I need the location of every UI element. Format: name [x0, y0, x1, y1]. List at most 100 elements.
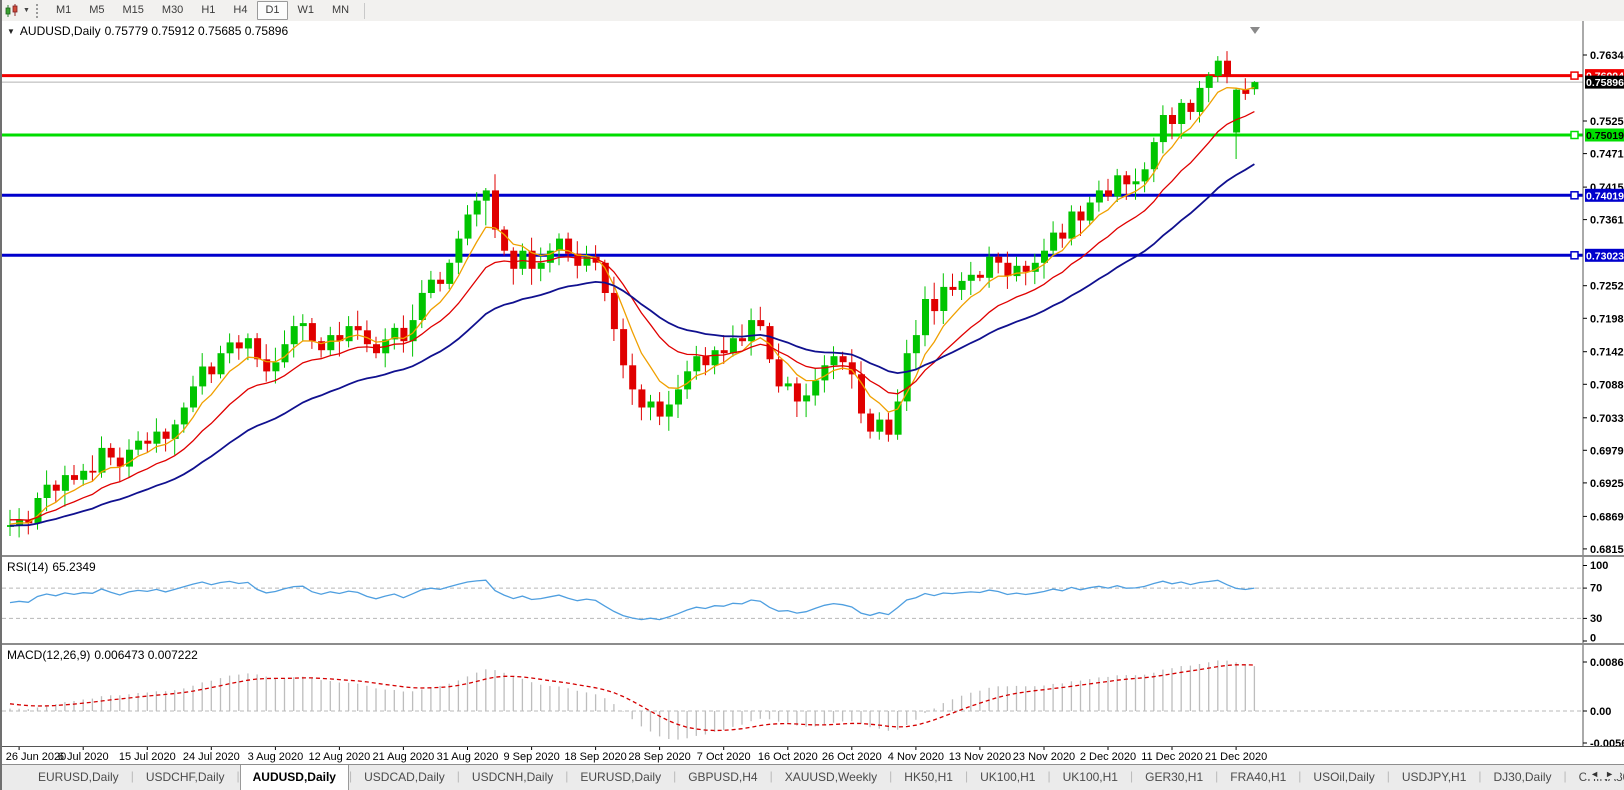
- chart-tab-xauusd-weekly[interactable]: XAUUSD,Weekly: [784, 770, 878, 784]
- svg-text:0.75896: 0.75896: [1586, 77, 1624, 89]
- svg-text:0.74019: 0.74019: [1586, 190, 1624, 202]
- timeframe-button-m30[interactable]: M30: [161, 4, 184, 16]
- chart-tab-usdcnh-daily[interactable]: USDCNH,Daily: [471, 770, 554, 784]
- chart-tab-eurusd-daily[interactable]: EURUSD,Daily: [38, 770, 119, 784]
- chart-tab-audusd-daily[interactable]: AUDUSD,Daily: [239, 765, 349, 790]
- svg-text:0.68155: 0.68155: [1590, 544, 1624, 555]
- macd-panel[interactable]: MACD(12,26,9)0.006473 0.007222 0.0086330…: [2, 645, 1624, 747]
- svg-text:0.73615: 0.73615: [1590, 215, 1624, 227]
- macd-values: 0.006473 0.007222: [94, 648, 198, 662]
- chart-tab-hk50-h1[interactable]: HK50,H1: [904, 770, 953, 784]
- timeframe-button-m5[interactable]: M5: [89, 4, 105, 16]
- tab-separator: |: [673, 769, 677, 783]
- chart-tab-usoil-daily[interactable]: USOil,Daily: [1313, 770, 1375, 784]
- tab-separator: |: [1047, 769, 1051, 783]
- rsi-panel[interactable]: RSI(14) 65.2349 100 70 30 0: [2, 557, 1624, 645]
- rsi-label: RSI(14): [7, 560, 49, 574]
- autoscroll-marker-icon: [1250, 27, 1260, 34]
- svg-text:13 Nov 2020: 13 Nov 2020: [949, 751, 1011, 763]
- chart-tab-usdchf-daily[interactable]: USDCHF,Daily: [145, 770, 225, 784]
- chart-tab-dj30-daily[interactable]: DJ30,Daily: [1493, 770, 1552, 784]
- price-chart-svg[interactable]: 0.763450.752500.747100.741550.736150.725…: [2, 21, 1624, 555]
- rsi-chart-svg[interactable]: 100 70 30 0: [2, 557, 1624, 643]
- macd-chart-svg[interactable]: 0.008633 0.00 -0.005641: [2, 645, 1624, 746]
- svg-text:12 Aug 2020: 12 Aug 2020: [309, 751, 371, 763]
- chart-tab-usdjpy-h1[interactable]: USDJPY,H1: [1401, 770, 1467, 784]
- svg-text:21 Dec 2020: 21 Dec 2020: [1205, 751, 1267, 763]
- svg-text:0.68695: 0.68695: [1590, 511, 1624, 523]
- tab-separator: |: [565, 769, 569, 783]
- chart-tab-uk100-h1[interactable]: UK100,H1: [980, 770, 1036, 784]
- tab-separator: |: [1386, 769, 1390, 783]
- chevron-down-icon: ▼: [23, 7, 30, 14]
- svg-text:-0.005641: -0.005641: [1590, 738, 1624, 746]
- svg-text:26 Oct 2020: 26 Oct 2020: [822, 751, 882, 763]
- ohlc-values: 0.75779 0.75912 0.75685 0.75896: [104, 24, 289, 38]
- tabs-scroll-left-icon[interactable]: ◄: [1590, 769, 1606, 779]
- svg-text:0.71425: 0.71425: [1590, 347, 1624, 359]
- svg-text:2 Dec 2020: 2 Dec 2020: [1080, 751, 1136, 763]
- tab-separator: |: [889, 769, 893, 783]
- timeframe-button-h4[interactable]: H4: [233, 4, 248, 16]
- timeframe-button-w1[interactable]: W1: [297, 4, 315, 16]
- tab-separator: |: [1215, 769, 1219, 783]
- svg-text:15 Jul 2020: 15 Jul 2020: [119, 751, 176, 763]
- svg-text:4 Nov 2020: 4 Nov 2020: [888, 751, 944, 763]
- macd-header: MACD(12,26,9) 0.006473 0.007222: [7, 648, 202, 662]
- chart-tab-ger30-h1[interactable]: GER30,H1: [1145, 770, 1204, 784]
- timeframe-button-m15[interactable]: M15: [122, 4, 144, 16]
- chart-tab-eurusd-daily[interactable]: EURUSD,Daily: [580, 770, 662, 784]
- svg-text:70: 70: [1590, 583, 1602, 595]
- tab-separator: |: [236, 769, 240, 783]
- svg-text:0: 0: [1590, 633, 1596, 644]
- svg-text:28 Sep 2020: 28 Sep 2020: [628, 751, 690, 763]
- svg-text:0.73023: 0.73023: [1586, 250, 1624, 262]
- svg-text:30: 30: [1590, 613, 1602, 625]
- svg-text:18 Sep 2020: 18 Sep 2020: [564, 751, 626, 763]
- chart-tab-fra40-h1[interactable]: FRA40,H1: [1230, 770, 1287, 784]
- tab-scroll-arrows: ◄►: [1586, 769, 1620, 779]
- svg-text:0.00: 0.00: [1590, 706, 1611, 718]
- rsi-header: RSI(14) 65.2349: [7, 560, 100, 574]
- svg-text:100: 100: [1590, 560, 1608, 572]
- main-chart-panel[interactable]: ▼ AUDUSD,Daily 0.75779 0.75912 0.75685 0.7…: [2, 21, 1624, 557]
- candlestick-chart-icon: [5, 3, 18, 17]
- timeframe-button-mn[interactable]: MN: [332, 4, 350, 16]
- chart-tab-usdcad-daily[interactable]: USDCAD,Daily: [364, 770, 445, 784]
- timeframe-toolbar: ▼ M1 M5 M15 M30 H1 H4 D1 W1 MN: [2, 0, 1624, 22]
- svg-text:31 Aug 2020: 31 Aug 2020: [437, 751, 499, 763]
- svg-text:9 Sep 2020: 9 Sep 2020: [503, 751, 559, 763]
- timeframe-button-m1[interactable]: M1: [55, 4, 72, 16]
- rsi-value: 65.2349: [52, 560, 96, 574]
- svg-text:0.76345: 0.76345: [1590, 50, 1624, 62]
- timeframe-button-h1[interactable]: H1: [201, 4, 216, 16]
- svg-text:7 Oct 2020: 7 Oct 2020: [697, 751, 751, 763]
- tabs-scroll-right-icon[interactable]: ►: [1605, 769, 1620, 779]
- collapse-triangle-icon[interactable]: ▼: [7, 27, 15, 36]
- tab-separator: |: [1129, 769, 1134, 783]
- tab-separator: |: [1478, 769, 1482, 783]
- timeframe-buttons: M1 M5 M15 M30 H1 H4 D1 W1 MN: [47, 1, 358, 20]
- tab-separator: |: [456, 769, 460, 783]
- chart-tab-gbpusd-h4[interactable]: GBPUSD,H4: [688, 770, 758, 784]
- svg-text:6 Jul 2020: 6 Jul 2020: [58, 751, 109, 763]
- svg-text:23 Nov 2020: 23 Nov 2020: [1013, 751, 1075, 763]
- chart-tab-uk100-h1[interactable]: UK100,H1: [1062, 770, 1118, 784]
- chart-header: ▼ AUDUSD,Daily 0.75779 0.75912 0.75685 0.7…: [7, 24, 292, 38]
- svg-text:21 Aug 2020: 21 Aug 2020: [373, 751, 435, 763]
- date-axis[interactable]: 26 Jun 2020 6 Jul 2020 15 Jul 2020 24 Jul 2…: [2, 747, 1624, 764]
- timeframe-button-d1[interactable]: D1: [257, 1, 288, 20]
- toolbar-separator: [364, 2, 366, 19]
- toolbar-grip[interactable]: [35, 3, 41, 18]
- svg-text:0.70885: 0.70885: [1590, 379, 1624, 391]
- macd-label: MACD(12,26,9): [7, 648, 91, 662]
- chart-type-button[interactable]: ▼: [4, 3, 30, 18]
